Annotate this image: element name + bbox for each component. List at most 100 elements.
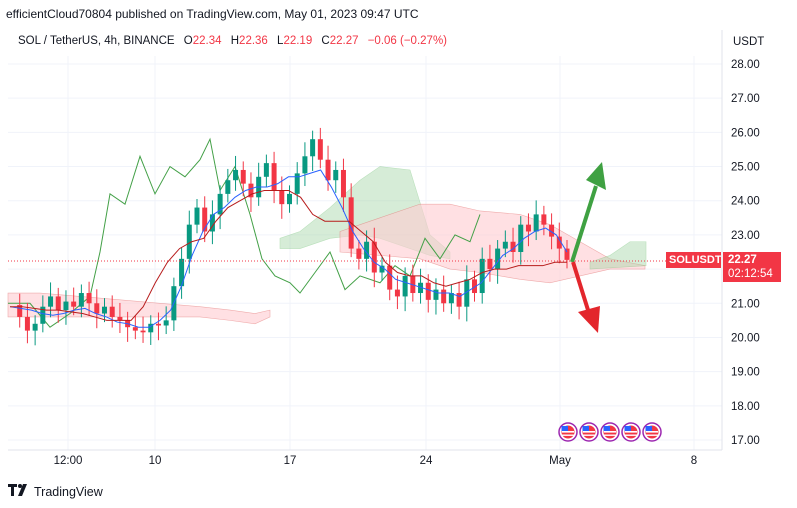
- time-tick-label: 12:00: [54, 455, 83, 467]
- candle-body: [379, 265, 385, 273]
- us-flag-event-icon[interactable]: [600, 422, 620, 442]
- candle-body: [564, 248, 570, 260]
- price-tick-label: 27.00: [731, 93, 760, 105]
- candle-body: [518, 224, 524, 252]
- currency-label: USDT: [733, 36, 764, 48]
- price-tick-label: 19.00: [731, 367, 760, 379]
- candle-body: [63, 301, 69, 311]
- candle-body: [525, 224, 531, 232]
- candle-body: [109, 306, 115, 317]
- time-tick-label: 10: [149, 455, 162, 467]
- candle-body: [209, 214, 215, 232]
- candle-body: [86, 293, 92, 304]
- price-tick-label: 24.00: [731, 196, 760, 208]
- ichimoku-lines: [9, 169, 568, 328]
- candle-body: [502, 241, 508, 249]
- last-price: 22.27: [728, 254, 757, 266]
- bullish-arrow-head: [586, 162, 606, 190]
- candle-body: [317, 139, 323, 160]
- candle-body: [495, 248, 501, 270]
- time-tick-label: 17: [284, 455, 297, 467]
- open-value: 22.34: [192, 35, 222, 47]
- candle-body: [340, 169, 346, 198]
- candle-body: [287, 193, 292, 205]
- candle-body: [364, 241, 370, 259]
- candle-body: [448, 293, 454, 304]
- candle-body: [464, 279, 470, 307]
- candle-body: [479, 258, 485, 294]
- us-flag-event-icon[interactable]: [579, 422, 599, 442]
- forecast-arrows: [570, 162, 606, 333]
- low-value: 22.19: [283, 35, 313, 47]
- candle-body: [248, 183, 254, 198]
- time-axis[interactable]: 12:00 10 17 24 May 8: [54, 455, 698, 467]
- candle-body: [94, 303, 100, 314]
- price-tick-label: 28.00: [731, 59, 760, 71]
- tradingview-logo-icon: [8, 484, 30, 499]
- candle-body: [487, 258, 493, 270]
- candle-body: [240, 169, 246, 184]
- bearish-arrow-shaft: [571, 261, 590, 311]
- candle-body: [456, 293, 462, 307]
- low-label: L: [277, 35, 284, 47]
- cloud-bearish-future: [339, 203, 646, 284]
- time-tick-label: May: [549, 455, 571, 467]
- high-value: 22.36: [239, 35, 268, 47]
- tradingview-footer[interactable]: TradingView: [8, 484, 103, 499]
- candle-body: [102, 306, 107, 314]
- us-flag-event-icon[interactable]: [621, 422, 641, 442]
- close-value: 22.27: [329, 35, 359, 47]
- open-label: O: [183, 35, 193, 47]
- candle-body: [233, 169, 239, 181]
- candle-body: [225, 180, 231, 194]
- candle-body: [302, 156, 308, 174]
- ichimoku-cloud: [7, 166, 647, 325]
- candle-body: [333, 169, 339, 181]
- candle-body: [202, 207, 208, 232]
- economic-events[interactable]: [558, 422, 662, 442]
- candle-body: [549, 224, 555, 237]
- candle-body: [371, 241, 377, 273]
- candle-body: [17, 304, 23, 317]
- candle-body: [394, 289, 400, 297]
- candle-body: [179, 258, 185, 287]
- last-price-box: 22.27 02:12:54: [723, 252, 781, 282]
- candle-body: [132, 327, 138, 331]
- candle-body: [556, 236, 562, 249]
- kijun-line: [10, 189, 567, 321]
- candle-body: [310, 139, 316, 157]
- symbol-price-tag: SOLUSDT: [666, 252, 722, 268]
- candle-body: [55, 296, 61, 311]
- symbol-title: SOL / TetherUS, 4h, BINANCE: [18, 35, 175, 47]
- candle-body: [425, 282, 431, 300]
- us-flag-event-icon[interactable]: [558, 422, 578, 442]
- candle-body: [441, 289, 447, 304]
- bar-countdown: 02:12:54: [728, 268, 773, 280]
- candle-body: [356, 248, 362, 259]
- tenkan-line: [9, 169, 568, 328]
- high-label: H: [230, 35, 240, 47]
- candle-body: [472, 279, 477, 294]
- candle-body: [271, 163, 277, 191]
- price-tick-label: 18.00: [731, 401, 760, 413]
- candle-body: [186, 224, 192, 259]
- publish-info: efficientCloud70804 published on Trading…: [6, 7, 419, 21]
- candle-body: [418, 282, 424, 294]
- candle-body: [148, 323, 154, 333]
- us-flag-event-icon[interactable]: [642, 422, 662, 442]
- close-label: C: [321, 35, 330, 47]
- candle-body: [433, 289, 439, 300]
- candle-body: [541, 214, 547, 225]
- tradingview-brand: TradingView: [34, 484, 103, 499]
- price-tick-label: 25.00: [731, 162, 760, 174]
- time-tick-label: 8: [691, 455, 697, 467]
- candle-body: [510, 241, 516, 252]
- time-tick-label: 24: [420, 455, 433, 467]
- candle-body: [155, 323, 161, 326]
- price-tick-label: 17.00: [731, 435, 760, 447]
- candle-body: [24, 316, 30, 331]
- candle-body: [194, 207, 200, 225]
- candle-body: [48, 296, 54, 307]
- price-tick-label: 23.00: [731, 230, 760, 242]
